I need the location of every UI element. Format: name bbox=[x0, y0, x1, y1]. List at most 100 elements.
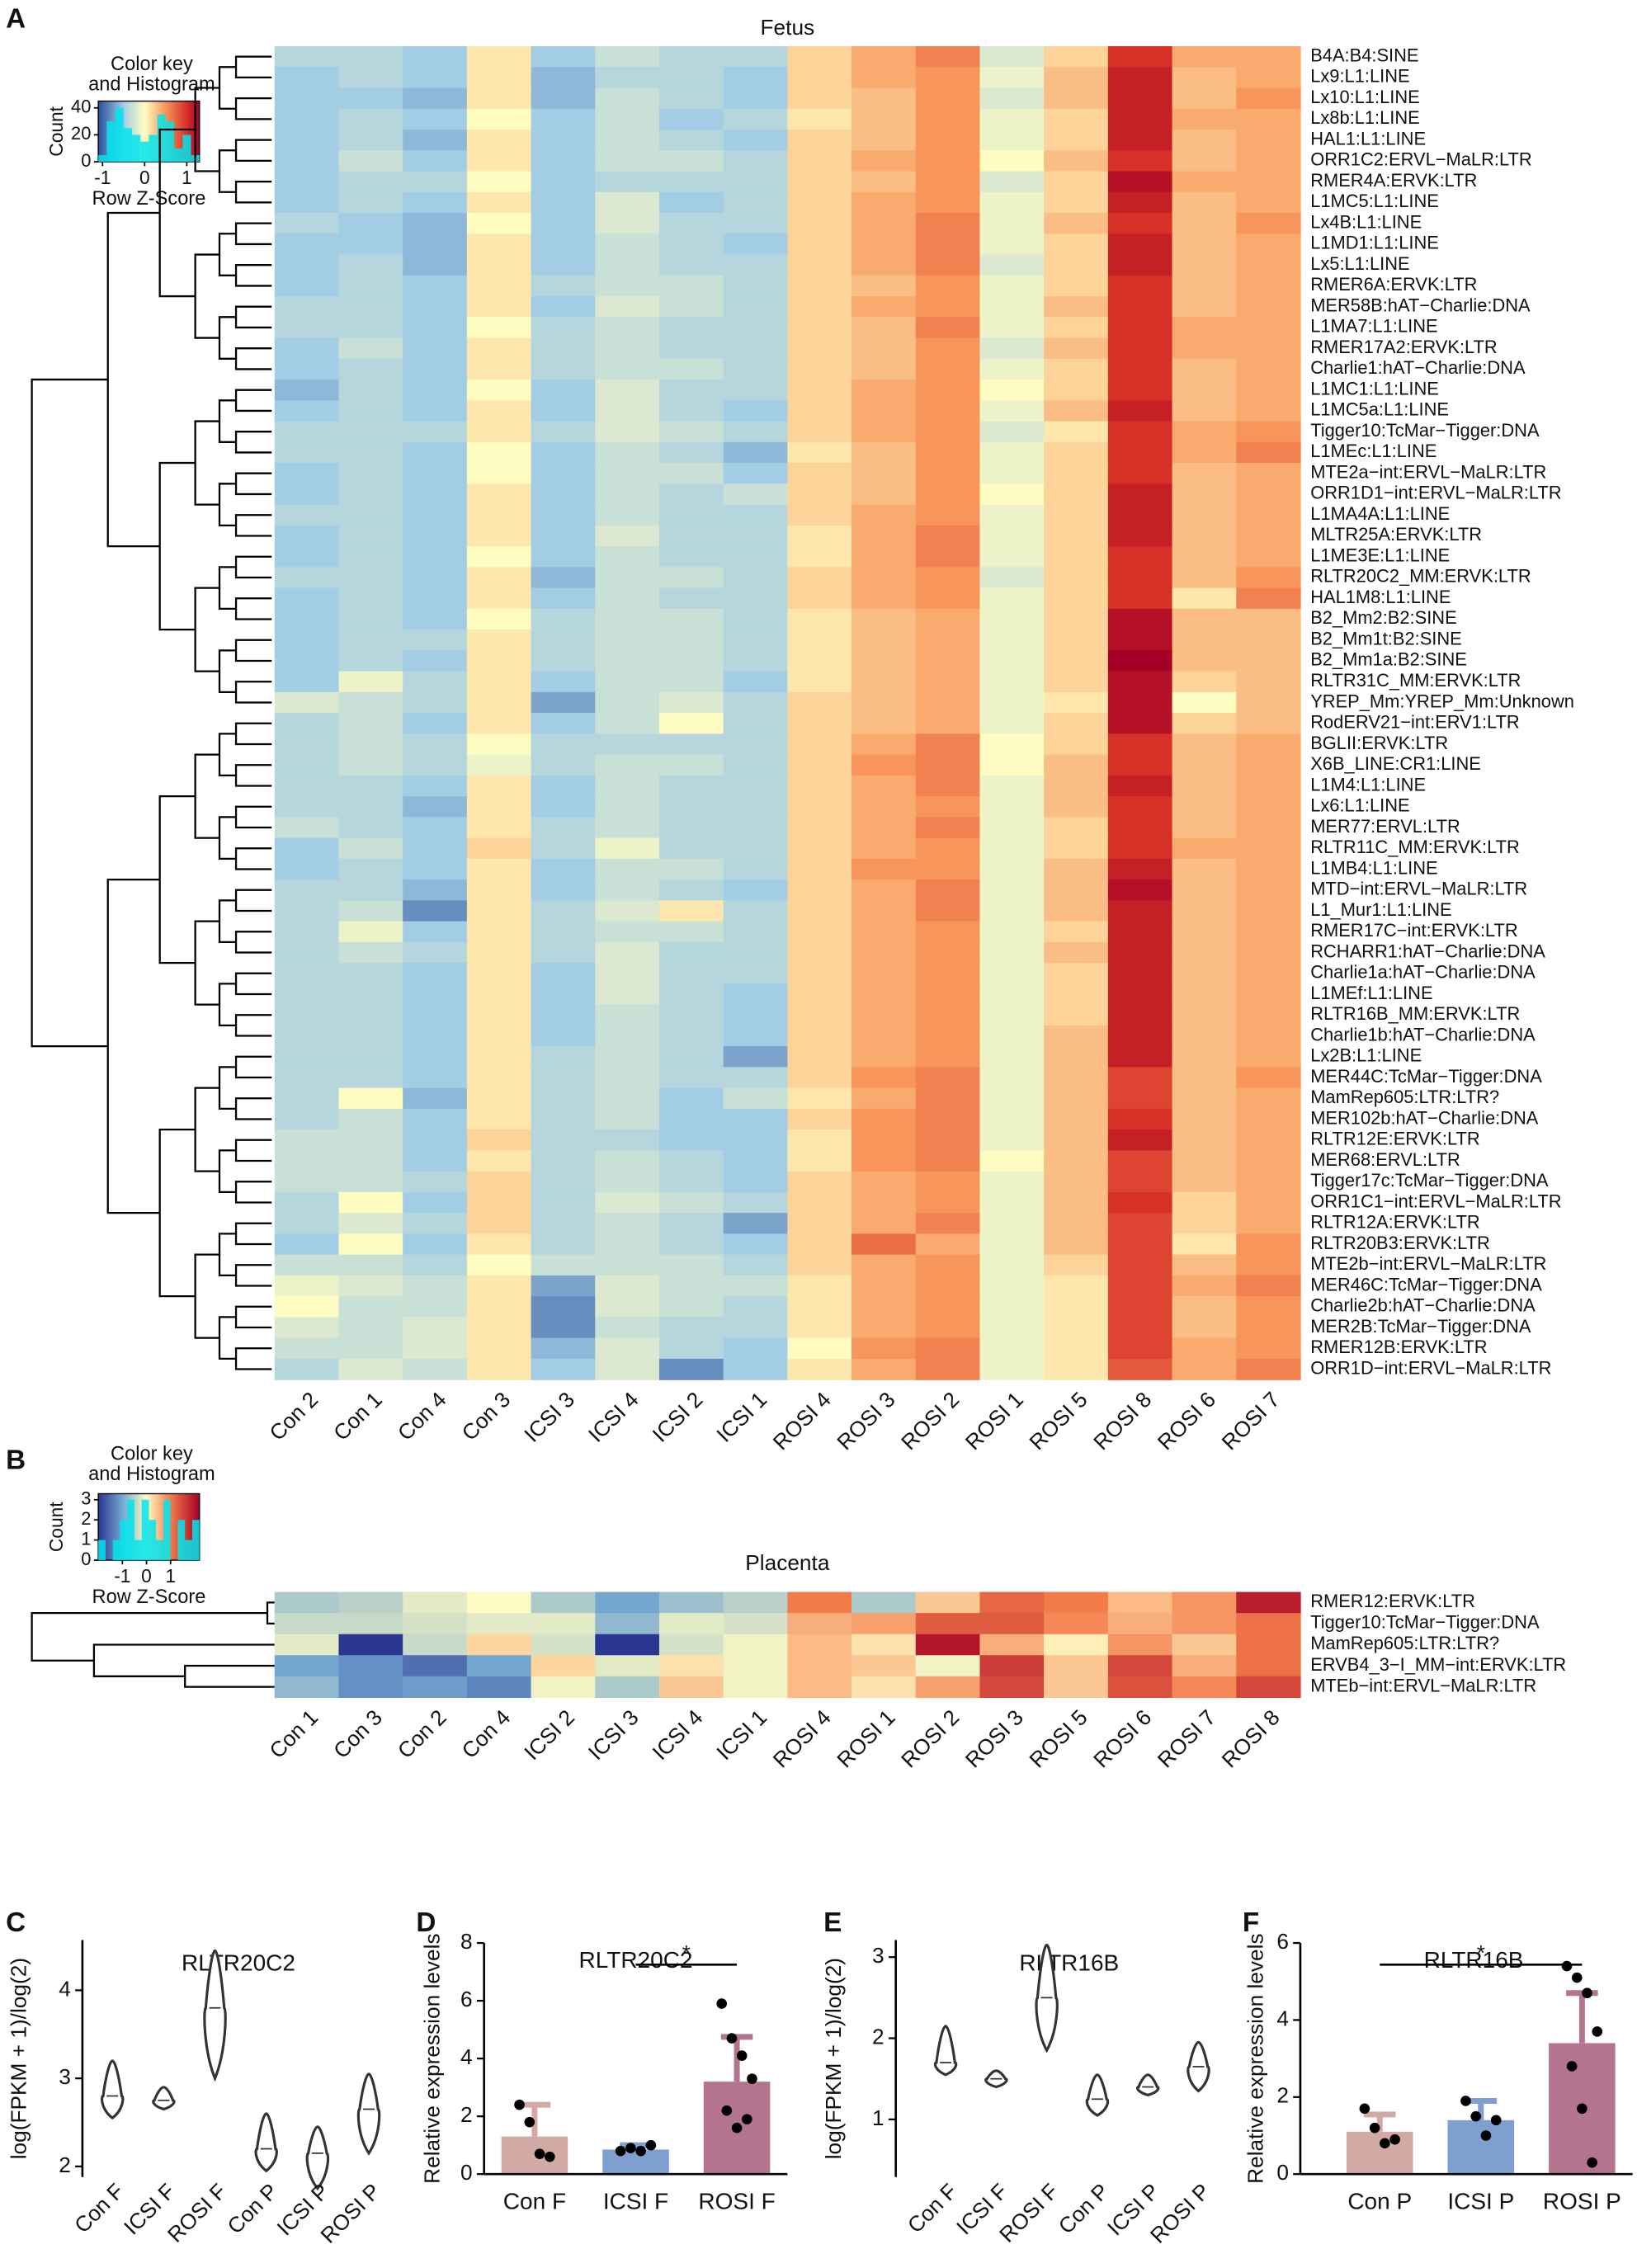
heatmap-cell bbox=[466, 213, 532, 234]
heatmap-cell bbox=[787, 46, 852, 68]
heatmap-cell bbox=[1236, 296, 1301, 318]
violin bbox=[254, 2112, 278, 2173]
heatmap-cell bbox=[723, 608, 789, 630]
heatmap-cell bbox=[979, 1337, 1045, 1360]
heatmap-cell bbox=[979, 463, 1045, 485]
dendrogram-branch bbox=[106, 878, 160, 1214]
heatmap-cell bbox=[1172, 421, 1237, 443]
heatmap-cell bbox=[338, 837, 403, 860]
heatmap-cell bbox=[1236, 1254, 1301, 1276]
dendrogram-branch bbox=[234, 764, 272, 787]
x-tick-label: Con F bbox=[903, 2179, 962, 2238]
heatmap-cell bbox=[1044, 150, 1109, 172]
chart-title: RLTR20C2 bbox=[579, 1947, 693, 1973]
heatmap-cell bbox=[1044, 691, 1109, 714]
heatmap-cell bbox=[338, 817, 403, 839]
heatmap-cell bbox=[723, 213, 789, 234]
heatmap-cell bbox=[338, 1296, 403, 1318]
bar bbox=[1346, 2131, 1413, 2175]
histogram-bar bbox=[132, 134, 141, 163]
bar bbox=[602, 2149, 669, 2175]
data-point bbox=[645, 2139, 657, 2151]
heatmap-cell bbox=[595, 400, 660, 422]
heatmap-cell bbox=[338, 67, 403, 89]
heatmap-cell bbox=[723, 1171, 789, 1193]
heatmap-cell bbox=[658, 796, 724, 818]
heatmap-cell bbox=[979, 130, 1045, 151]
heatmap-cell bbox=[979, 504, 1045, 526]
heatmap-cell bbox=[403, 463, 468, 485]
chart-title: RLTR16B bbox=[1019, 1950, 1119, 1976]
heatmap-cell bbox=[595, 1337, 660, 1360]
heatmap-cell bbox=[1107, 691, 1173, 714]
heatmap-cell bbox=[915, 191, 981, 214]
heatmap-cell bbox=[1044, 1004, 1109, 1026]
heatmap-cell bbox=[403, 900, 468, 922]
heatmap-cell bbox=[979, 358, 1045, 380]
heatmap-cell bbox=[915, 1296, 981, 1318]
heatmap-cell bbox=[403, 567, 468, 589]
row-label: RLTR11C_MM:ERVK:LTR bbox=[1310, 837, 1520, 857]
key-y-tick-label: 3 bbox=[81, 1488, 91, 1509]
heatmap-cell bbox=[338, 546, 403, 568]
heatmap-cell bbox=[1236, 1129, 1301, 1152]
heatmap-cell bbox=[1236, 171, 1301, 193]
heatmap-cell bbox=[531, 1108, 596, 1130]
histogram-bar bbox=[141, 1499, 149, 1561]
heatmap-cell bbox=[1172, 1676, 1237, 1699]
heatmap-cell bbox=[531, 587, 596, 610]
heatmap-cell bbox=[531, 400, 596, 422]
violin bbox=[203, 1949, 227, 2082]
y-axis-label: log(FPKM + 1)/log(2) bbox=[821, 1958, 846, 2159]
heatmap-cell bbox=[723, 441, 789, 464]
heatmap-cell bbox=[1107, 1254, 1173, 1276]
histogram-bar bbox=[177, 1520, 186, 1561]
heatmap-cell bbox=[338, 775, 403, 797]
violin bbox=[152, 2086, 176, 2111]
heatmap-cell bbox=[595, 1129, 660, 1152]
heatmap-cell bbox=[531, 1254, 596, 1276]
heatmap-cell bbox=[466, 421, 532, 443]
key-y-tick-label: 0 bbox=[81, 150, 91, 171]
heatmap-cell bbox=[658, 1655, 724, 1677]
heatmap-cell bbox=[1236, 87, 1301, 110]
row-label: MER102b:hAT−Charlie:DNA bbox=[1310, 1107, 1539, 1128]
heatmap-cell bbox=[1172, 921, 1237, 943]
heatmap-cell bbox=[915, 1108, 981, 1130]
dendrogram-branch bbox=[234, 139, 272, 163]
heatmap-cell bbox=[274, 1004, 340, 1026]
heatmap-cell bbox=[1236, 817, 1301, 839]
heatmap-cell bbox=[787, 296, 852, 318]
heatmap-cell bbox=[915, 483, 981, 506]
heatmap-cell bbox=[1044, 275, 1109, 297]
heatmap-cell bbox=[852, 796, 917, 818]
heatmap-cell bbox=[595, 608, 660, 630]
column-label: ROSI 2 bbox=[896, 1387, 964, 1455]
heatmap-cell bbox=[338, 1613, 403, 1635]
row-label: ORR1C1−int:ERVL−MaLR:LTR bbox=[1310, 1191, 1561, 1211]
heatmap-cell bbox=[1236, 1337, 1301, 1360]
heatmap-cell bbox=[338, 650, 403, 672]
heatmap-cell bbox=[338, 130, 403, 151]
heatmap-cell bbox=[852, 1087, 917, 1110]
violin bbox=[933, 2025, 958, 2077]
heatmap-cell bbox=[531, 775, 596, 797]
heatmap-cell bbox=[338, 921, 403, 943]
heatmap-cell bbox=[1236, 1613, 1301, 1635]
dendrogram-branch bbox=[218, 566, 237, 610]
heatmap-cell bbox=[979, 1296, 1045, 1318]
heatmap-cell bbox=[915, 754, 981, 776]
heatmap-cell bbox=[1172, 1108, 1237, 1130]
heatmap-cell bbox=[658, 130, 724, 151]
heatmap-cell bbox=[338, 1591, 403, 1614]
row-label: L1MEc:L1:LINE bbox=[1310, 441, 1437, 461]
dendrogram-branch bbox=[266, 1601, 275, 1625]
heatmap-cell bbox=[338, 213, 403, 234]
heatmap-cell bbox=[466, 254, 532, 276]
heatmap-cell bbox=[274, 671, 340, 693]
heatmap-cell bbox=[1172, 1171, 1237, 1193]
data-point bbox=[625, 2143, 636, 2153]
heatmap-cell bbox=[915, 150, 981, 172]
heatmap-cell bbox=[1107, 1108, 1173, 1130]
heatmap-cell bbox=[531, 87, 596, 110]
